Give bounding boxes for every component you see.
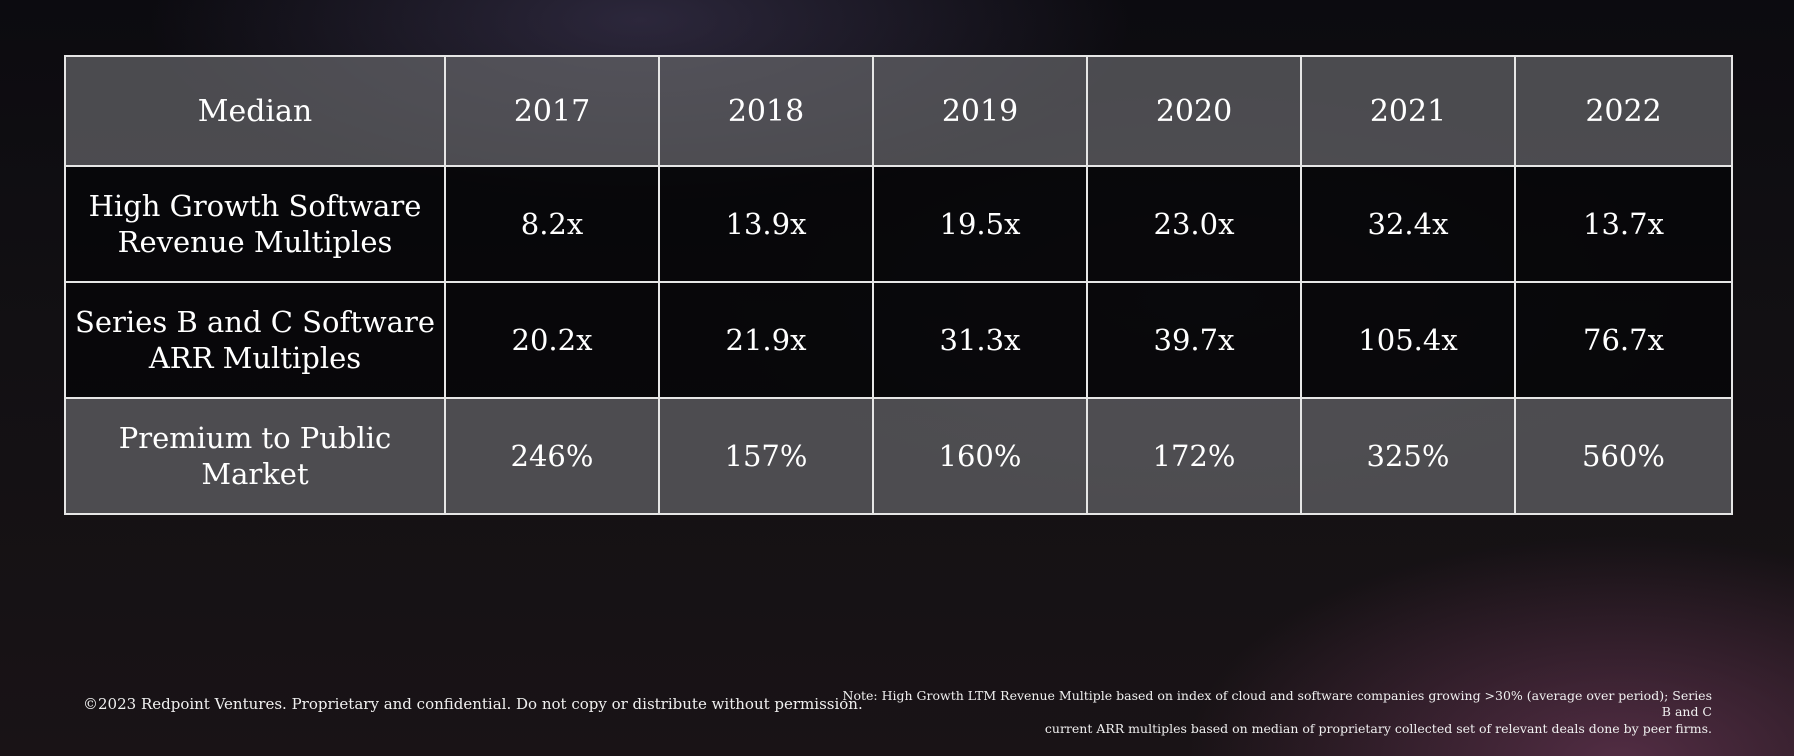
valuation-multiples-table: Median 2017 2018 2019 2020 2021 2022 Hig… (64, 55, 1733, 515)
footnote-line: current ARR multiples based on median of… (1044, 720, 1712, 736)
copyright-notice: ©2023 Redpoint Ventures. Proprietary and… (83, 695, 863, 713)
table-row-series-b-c: Series B and C Software ARR Multiples 20… (64, 281, 1733, 399)
table-cell: 246% (444, 397, 660, 515)
row-label-line: High Growth Software (88, 188, 422, 223)
table-cell: 31.3x (872, 281, 1088, 399)
footnote: Note: High Growth LTM Revenue Multiple b… (832, 688, 1712, 737)
table-cell: 8.2x (444, 165, 660, 283)
table-cell: 560% (1514, 397, 1733, 515)
header-cell-year: 2018 (658, 55, 874, 167)
row-label-line: ARR Multiples (148, 341, 362, 375)
table-cell: 13.7x (1514, 165, 1733, 283)
table-cell: 105.4x (1300, 281, 1516, 399)
table-cell: 39.7x (1086, 281, 1302, 399)
footnote-line: Note: High Growth LTM Revenue Multiple b… (842, 688, 1712, 720)
table-cell: 76.7x (1514, 281, 1733, 399)
header-cell-year: 2020 (1086, 55, 1302, 167)
row-label-line: Revenue Multiples (117, 225, 393, 259)
row-label-line: Premium to Public (118, 420, 392, 455)
table-cell: 19.5x (872, 165, 1088, 283)
header-cell-year: 2017 (444, 55, 660, 167)
row-label-line: Series B and C Software (75, 304, 435, 339)
header-cell-year: 2021 (1300, 55, 1516, 167)
row-label-line: Market (201, 457, 309, 491)
table-cell: 32.4x (1300, 165, 1516, 283)
row-label: Premium to Public Market (64, 397, 446, 515)
table-cell: 160% (872, 397, 1088, 515)
table-cell: 157% (658, 397, 874, 515)
table-cell: 20.2x (444, 281, 660, 399)
table-cell: 13.9x (658, 165, 874, 283)
header-cell-year: 2022 (1514, 55, 1733, 167)
table-cell: 23.0x (1086, 165, 1302, 283)
table-row-premium: Premium to Public Market 246% 157% 160% … (64, 397, 1733, 515)
row-label: Series B and C Software ARR Multiples (64, 281, 446, 399)
table-header-row: Median 2017 2018 2019 2020 2021 2022 (64, 55, 1733, 167)
table-row-high-growth: High Growth Software Revenue Multiples 8… (64, 165, 1733, 283)
row-label: High Growth Software Revenue Multiples (64, 165, 446, 283)
table-cell: 325% (1300, 397, 1516, 515)
table-cell: 21.9x (658, 281, 874, 399)
table-cell: 172% (1086, 397, 1302, 515)
header-cell-year: 2019 (872, 55, 1088, 167)
header-cell-median: Median (64, 55, 446, 167)
